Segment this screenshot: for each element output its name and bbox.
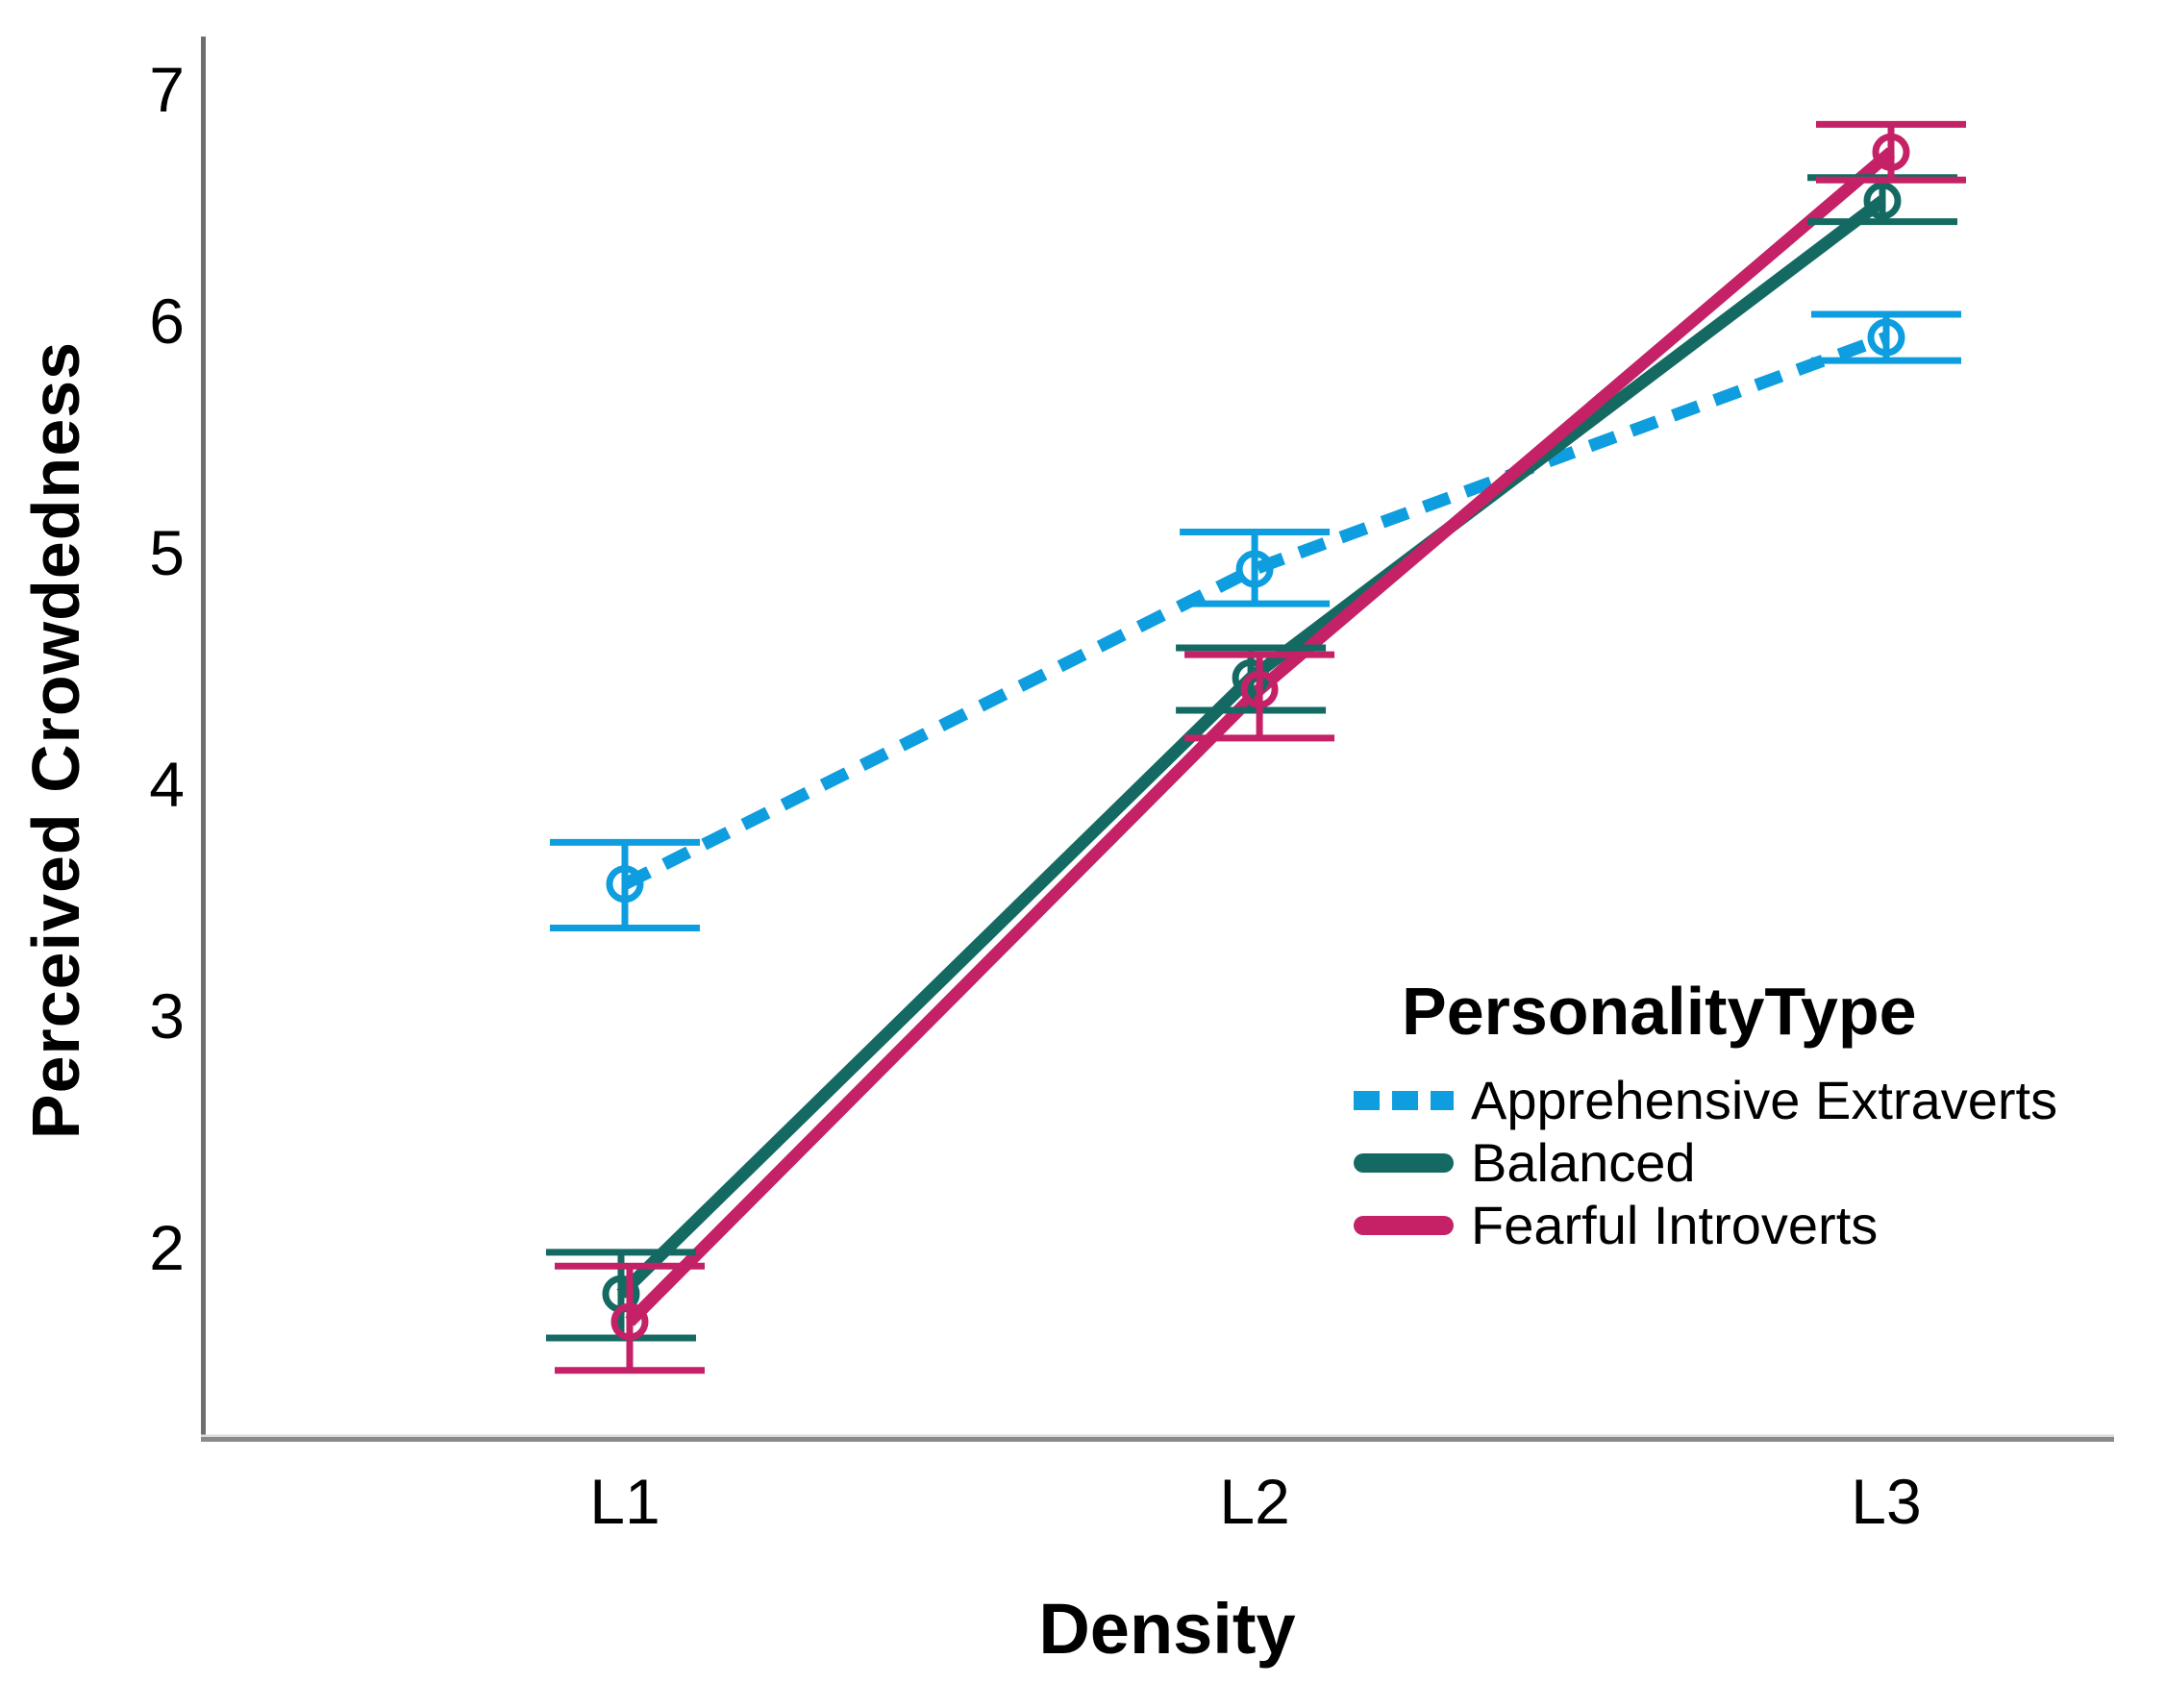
legend-swatch-solid	[1354, 1215, 1454, 1235]
plot-area	[201, 37, 2114, 1442]
y-tick-label: 5	[149, 517, 185, 589]
y-tick-label: 6	[149, 285, 185, 358]
data-point-marker	[610, 1302, 649, 1341]
legend-swatch-solid	[1354, 1152, 1454, 1173]
legend-label: Balanced	[1471, 1132, 1696, 1193]
data-point-marker	[1872, 133, 1910, 171]
y-tick-label: 7	[149, 54, 185, 126]
y-tick-label: 4	[149, 749, 185, 821]
x-tick-label: L3	[1851, 1466, 1922, 1537]
legend-swatch-dashed	[1354, 1090, 1454, 1110]
legend-entries: Apprehensive Extraverts Balanced Fearful I…	[1354, 1069, 2057, 1256]
y-tick-label: 2	[149, 1212, 185, 1283]
x-tick-label: L1	[589, 1466, 660, 1537]
legend-label: Apprehensive Extraverts	[1471, 1070, 2058, 1130]
data-point-marker	[1867, 318, 1905, 357]
y-tick-label: 3	[149, 980, 185, 1052]
legend-entry: Fearful Introverts	[1354, 1194, 2057, 1256]
legend-entry: Balanced	[1354, 1131, 2057, 1194]
data-point-marker	[1863, 182, 1902, 220]
data-point-marker	[1240, 670, 1279, 708]
x-axis-title: Density	[1038, 1589, 1296, 1669]
x-tick-label: L2	[1219, 1466, 1290, 1537]
series-line-apprehensive-extraverts	[622, 331, 1889, 890]
legend-entry: Apprehensive Extraverts	[1354, 1069, 2057, 1131]
data-point-marker	[606, 865, 644, 904]
data-point-marker	[1235, 550, 1274, 588]
legend-title: PersonalityType	[1402, 974, 1917, 1049]
legend-label: Fearful Introverts	[1471, 1195, 1879, 1255]
